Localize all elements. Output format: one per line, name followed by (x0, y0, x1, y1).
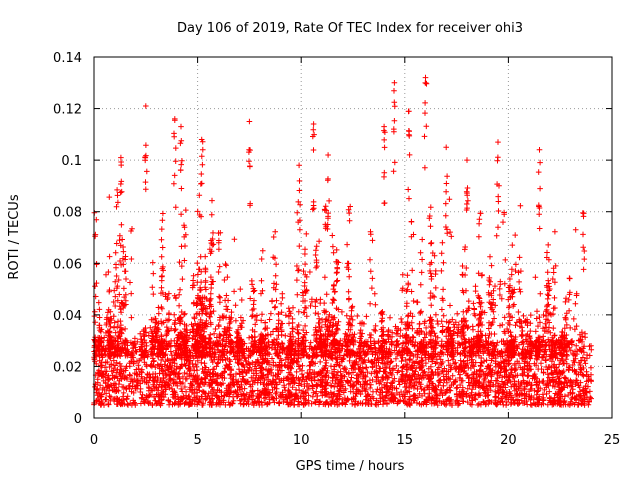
y-tick-label: 0 (74, 412, 82, 427)
y-axis-label: ROTI / TECUs (7, 194, 22, 279)
roti-series-markers (91, 74, 595, 408)
plot-frame (93, 56, 613, 419)
y-axis: 0 0.02 0.04 0.06 0.08 0.1 0.12 0.14 (53, 51, 612, 427)
x-axis-label: GPS time / hours (296, 459, 405, 474)
y-tick-label: 0.02 (53, 360, 82, 375)
y-tick-label: 0.04 (53, 309, 82, 324)
y-tick-label: 0.06 (53, 257, 82, 272)
x-tick-label: 5 (193, 433, 201, 448)
x-tick-label: 25 (604, 433, 621, 448)
x-tick-label: 10 (293, 433, 310, 448)
y-tick-label: 0.1 (61, 154, 82, 169)
x-tick-label: 0 (90, 433, 98, 448)
x-tick-label: 15 (397, 433, 414, 448)
chart-title: Day 106 of 2019, Rate Of TEC Index for r… (177, 21, 523, 36)
data-points (91, 74, 595, 408)
x-tick-label: 20 (500, 433, 517, 448)
y-tick-label: 0.08 (53, 206, 82, 221)
y-tick-label: 0.14 (53, 51, 82, 66)
x-axis: 0 5 10 15 20 25 (90, 57, 620, 448)
y-tick-label: 0.12 (53, 103, 82, 118)
